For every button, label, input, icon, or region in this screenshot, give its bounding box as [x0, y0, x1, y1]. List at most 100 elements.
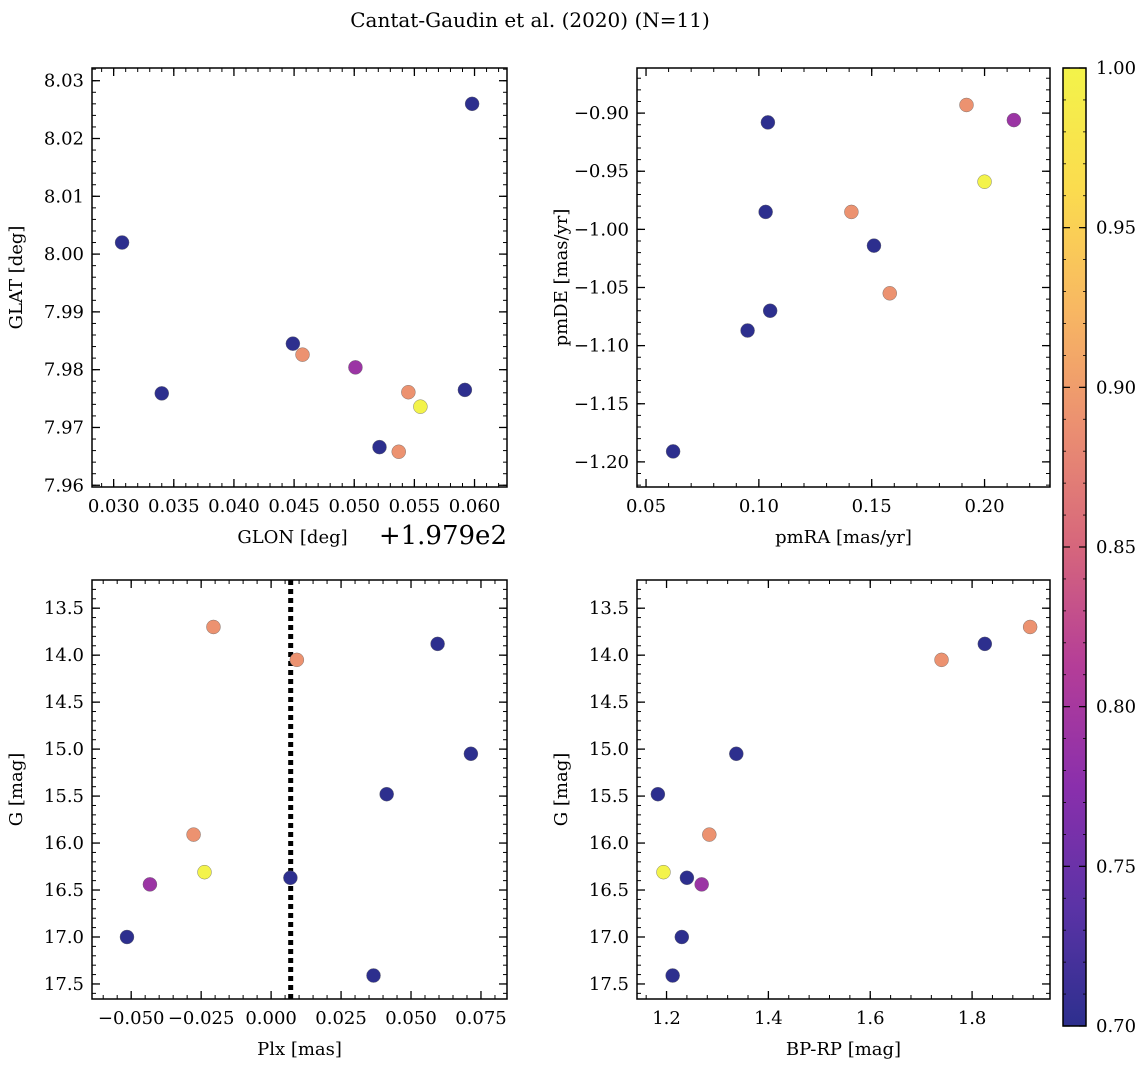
data-point — [154, 386, 169, 401]
data-point — [186, 827, 201, 842]
data-point — [762, 303, 778, 318]
y-tick-label: 14.5 — [589, 692, 629, 713]
x-tick-label: 0.035 — [148, 496, 200, 517]
x-tick-label: 0.040 — [208, 496, 260, 517]
data-point — [283, 870, 298, 886]
y-tick-label: 15.5 — [589, 786, 629, 807]
data-point — [650, 786, 666, 802]
data-point — [142, 877, 158, 892]
y-tick-label: −1.05 — [574, 277, 629, 298]
colorbar-tick-label: 0.95 — [1096, 218, 1136, 239]
data-point — [656, 864, 671, 880]
plot-frame — [636, 579, 1051, 1000]
y-tick-label: 17.0 — [589, 927, 629, 948]
data-point — [295, 347, 310, 362]
x-tick-label: 1.4 — [754, 1008, 783, 1029]
x-tick-label: 0.060 — [449, 496, 501, 517]
y-tick-label: 14.0 — [44, 645, 84, 666]
y-tick-label: 16.5 — [589, 880, 629, 901]
y-tick-label: 7.97 — [44, 417, 84, 438]
x-offset-label: +1.979e2 — [379, 521, 507, 551]
x-tick-label: 0.075 — [455, 1008, 507, 1029]
plot-frame — [91, 579, 508, 1000]
x-tick-label: −0.025 — [168, 1008, 235, 1029]
data-point — [464, 96, 480, 112]
data-point — [114, 235, 130, 250]
x-tick-label: 1.6 — [856, 1008, 885, 1029]
x-tick-label: 1.8 — [958, 1008, 987, 1029]
data-point — [882, 286, 897, 301]
y-axis-label: pmDE [mas/yr] — [551, 209, 572, 347]
data-point — [674, 929, 690, 945]
figure-title: Cantat-Gaudin et al. (2020) (N=11) — [350, 8, 710, 32]
y-tick-label: 15.0 — [589, 739, 629, 760]
axes-radec: 0.030 0.035 0.040 0.045 0.050 0.055 0.060 7.96 7… — [6, 67, 508, 551]
data-point — [934, 652, 949, 668]
data-point — [977, 636, 993, 652]
data-point — [1022, 619, 1038, 635]
data-point — [401, 385, 416, 400]
data-point — [197, 864, 212, 880]
colorbar-tick-label: 0.75 — [1096, 856, 1136, 877]
data-point — [844, 204, 859, 220]
colorbar-tick-label: 1.00 — [1096, 58, 1136, 79]
y-tick-label: 16.5 — [44, 880, 84, 901]
data-point — [959, 97, 974, 113]
y-tick-label: −1.00 — [574, 219, 629, 240]
y-axis-label: G [mag] — [6, 753, 27, 826]
x-axis-label: pmRA [mas/yr] — [775, 527, 912, 548]
y-tick-label: 7.98 — [44, 360, 84, 381]
data-point — [729, 746, 744, 762]
data-point — [206, 619, 221, 635]
data-point — [758, 204, 773, 220]
data-point — [463, 746, 479, 762]
colorbar-tick-label: 0.85 — [1096, 537, 1136, 558]
colorbar-tick-label: 0.70 — [1096, 1016, 1136, 1037]
plot-frame — [91, 67, 508, 488]
data-point — [413, 399, 428, 414]
y-tick-label: 13.5 — [44, 598, 84, 619]
colorbar-tick-label: 0.80 — [1096, 697, 1136, 718]
y-tick-label: 16.0 — [44, 833, 84, 854]
axes-cmd: 1.2 1.4 1.6 1.8 13.5 14.0 14.5 15.0 15.5 16.0 16.5… — [551, 579, 1051, 1060]
y-tick-label: 17.5 — [44, 974, 84, 995]
y-tick-label: 14.0 — [589, 645, 629, 666]
data-point — [702, 827, 717, 842]
data-point — [372, 439, 387, 455]
data-point — [977, 174, 992, 189]
x-tick-label: 0.05 — [626, 496, 666, 517]
y-tick-label: 8.00 — [44, 244, 84, 265]
x-axis-label: Plx [mas] — [257, 1039, 342, 1060]
x-axis-label: BP-RP [mag] — [786, 1039, 901, 1060]
y-tick-label: 8.03 — [44, 71, 84, 92]
y-tick-label: 15.0 — [44, 739, 84, 760]
plot-frame — [636, 67, 1051, 488]
data-point — [391, 444, 406, 459]
data-point — [119, 929, 135, 945]
y-tick-label: −0.95 — [574, 161, 629, 182]
y-tick-label: 14.5 — [44, 692, 84, 713]
x-tick-label: 0.045 — [268, 496, 320, 517]
data-point — [665, 444, 681, 459]
data-point — [379, 786, 394, 802]
data-point — [1006, 112, 1022, 128]
y-tick-label: 8.01 — [44, 186, 84, 207]
colorbar: 0.70 0.75 0.80 0.85 0.90 0.95 1.00 — [1062, 58, 1136, 1037]
data-point — [348, 360, 363, 375]
y-tick-label: 16.0 — [589, 833, 629, 854]
x-tick-label: 0.025 — [315, 1008, 367, 1029]
x-axis-label: GLON [deg] — [237, 527, 347, 548]
data-point — [665, 968, 680, 983]
y-tick-label: −1.15 — [574, 394, 629, 415]
y-tick-label: 8.02 — [44, 129, 84, 150]
x-tick-label: 0.20 — [965, 496, 1005, 517]
axes-plx: −0.050 −0.025 0.000 0.025 0.050 0.075 13.5 14.0… — [6, 579, 508, 1060]
y-axis-label: GLAT [deg] — [6, 226, 27, 330]
y-tick-label: −1.10 — [574, 336, 629, 357]
data-point — [679, 870, 695, 886]
x-tick-label: 0.055 — [389, 496, 441, 517]
data-point — [430, 636, 445, 652]
y-tick-label: 7.96 — [44, 475, 84, 496]
y-tick-label: 17.0 — [44, 927, 84, 948]
